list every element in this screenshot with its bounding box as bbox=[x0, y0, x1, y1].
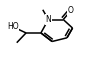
Text: HO: HO bbox=[7, 22, 19, 31]
Text: O: O bbox=[68, 6, 74, 15]
Text: N: N bbox=[45, 15, 51, 24]
